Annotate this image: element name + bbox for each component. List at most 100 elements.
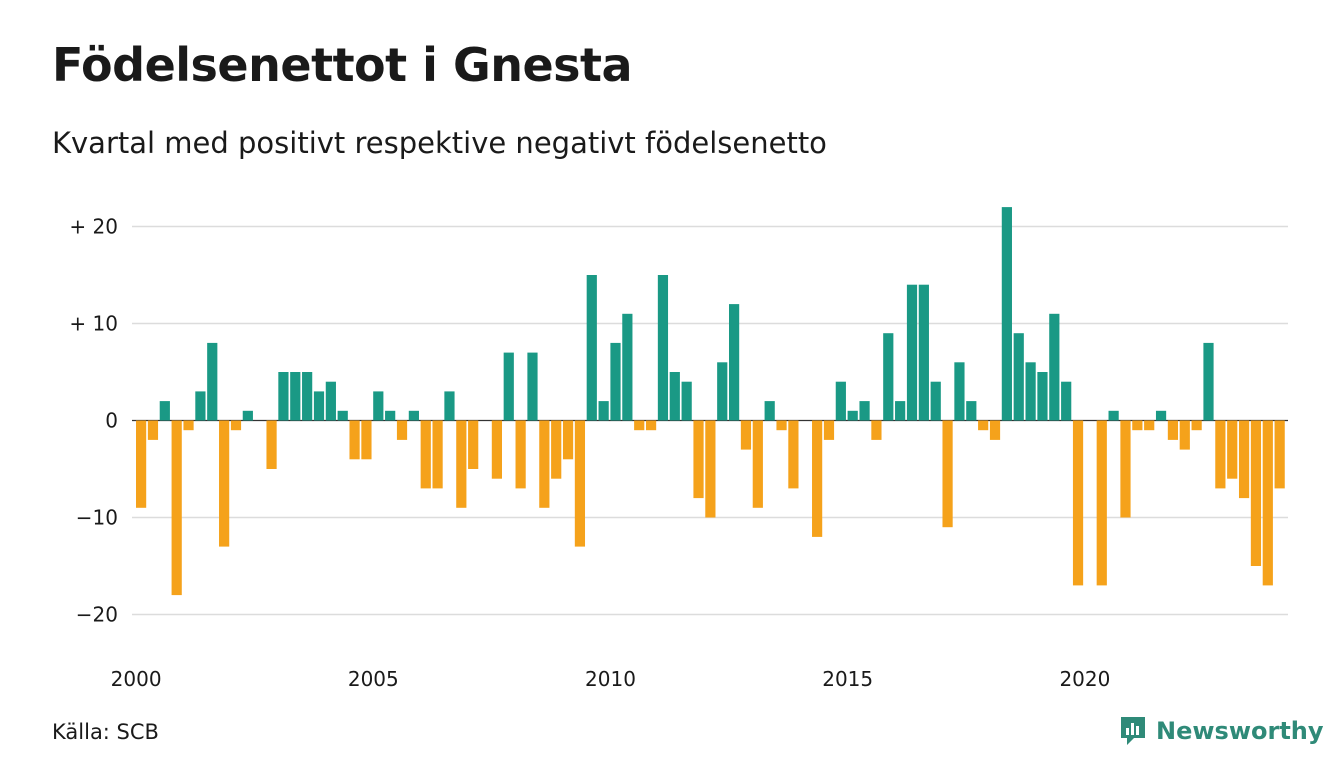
bar <box>420 420 431 489</box>
bar <box>764 401 775 421</box>
bar <box>302 372 313 421</box>
bar <box>325 381 336 421</box>
bar <box>468 420 479 469</box>
bar <box>491 420 502 479</box>
bar <box>408 410 419 421</box>
bar <box>657 275 669 421</box>
bar <box>930 381 941 421</box>
bar <box>1203 342 1214 421</box>
bar <box>954 362 965 421</box>
bar <box>1132 420 1143 431</box>
x-tick-label: 2000 <box>111 667 162 691</box>
bar <box>752 420 763 508</box>
x-tick-label: 2020 <box>1059 667 1110 691</box>
bar <box>195 391 206 421</box>
bar <box>978 420 989 431</box>
y-tick-label: −20 <box>76 603 118 627</box>
bar <box>883 333 894 421</box>
bar <box>788 420 799 489</box>
bar <box>1179 420 1190 450</box>
bar <box>1227 420 1238 479</box>
bar <box>574 420 586 547</box>
bar <box>313 391 325 421</box>
bar <box>918 284 929 421</box>
chart-subtitle: Kvartal med positivt respektive negativt… <box>52 126 827 160</box>
x-tick-label: 2010 <box>585 667 636 691</box>
x-tick-label: 2005 <box>348 667 399 691</box>
bar <box>539 420 550 508</box>
bar <box>373 391 384 421</box>
bar <box>278 372 289 421</box>
bar <box>444 391 455 421</box>
bar <box>645 420 657 431</box>
bar <box>740 420 752 450</box>
bar <box>290 372 301 421</box>
bar <box>622 313 633 421</box>
brand-logo: Newsworthy <box>1118 714 1324 748</box>
bar <box>1001 207 1012 421</box>
bar <box>551 420 562 479</box>
bar <box>871 420 882 440</box>
bar <box>159 401 170 421</box>
bar <box>1061 381 1072 421</box>
bar <box>681 381 692 421</box>
bar <box>847 410 858 421</box>
bar <box>895 401 906 421</box>
y-tick-label: −10 <box>76 506 118 530</box>
bar <box>337 410 348 421</box>
bar <box>1262 420 1273 586</box>
bar <box>136 420 147 508</box>
bar <box>219 420 230 547</box>
bar <box>693 420 704 499</box>
bar <box>729 304 740 421</box>
bar <box>1049 313 1060 421</box>
bar <box>147 420 159 440</box>
bar <box>230 420 242 431</box>
bar <box>1155 410 1167 421</box>
bar <box>456 420 467 508</box>
bar <box>503 352 514 421</box>
bar <box>207 342 218 421</box>
bar <box>171 420 182 596</box>
y-tick-label: + 10 <box>69 312 118 336</box>
bar <box>361 420 372 460</box>
bar <box>989 420 1001 440</box>
bar <box>776 420 787 431</box>
bar <box>515 420 526 489</box>
bar <box>586 275 597 421</box>
bar <box>812 420 823 537</box>
bar <box>1238 420 1250 499</box>
bar <box>634 420 645 431</box>
bar <box>1013 333 1024 421</box>
bar <box>942 420 953 528</box>
bar <box>349 420 360 460</box>
bar <box>527 352 538 421</box>
bar <box>835 381 846 421</box>
bar <box>1096 420 1107 586</box>
bar <box>432 420 443 489</box>
y-tick-label: 0 <box>105 409 118 433</box>
bar <box>396 420 408 440</box>
y-tick-label: + 20 <box>69 215 118 239</box>
bar <box>1144 420 1155 431</box>
bar <box>906 284 918 421</box>
bar <box>1191 420 1202 431</box>
bar <box>669 372 680 421</box>
chart-title: Födelsenettot i Gnesta <box>52 38 633 92</box>
bar <box>1215 420 1226 489</box>
bar <box>859 401 870 421</box>
bar <box>1072 420 1084 586</box>
bar <box>266 420 277 469</box>
bar <box>1108 410 1119 421</box>
bar <box>823 420 835 440</box>
bar <box>183 420 194 431</box>
bar <box>242 410 253 421</box>
bar <box>1274 420 1285 489</box>
bar <box>385 410 396 421</box>
x-tick-label: 2015 <box>822 667 873 691</box>
bar <box>598 401 609 421</box>
bar <box>1167 420 1179 440</box>
bar <box>966 401 977 421</box>
bar <box>1120 420 1131 518</box>
